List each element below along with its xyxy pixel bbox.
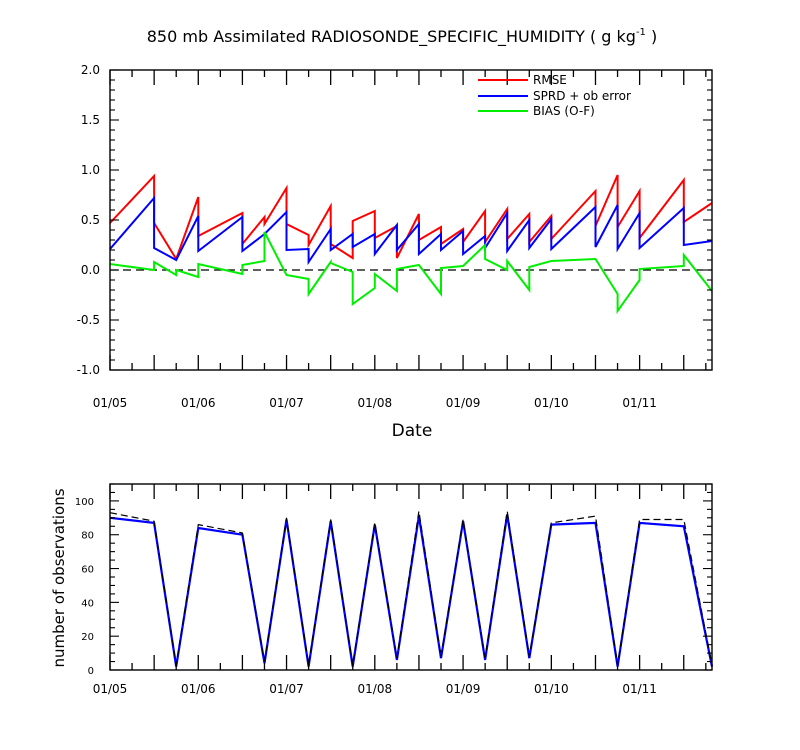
bottom-x-tick-labels: 01/05 01/06 01/07 01/08 01/09 01/10 01/11 xyxy=(93,682,657,696)
bottom-y-tick-label: 80 xyxy=(81,531,94,542)
bottom-y-tick-label: 0 xyxy=(88,666,94,677)
title-main: 850 mb Assimilated RADIOSONDE_SPECIFIC_H… xyxy=(147,27,636,47)
bottom-x-tick-label: 01/07 xyxy=(269,682,304,696)
bottom-x-tick-label: 01/09 xyxy=(446,682,481,696)
top-x-tick-label: 01/09 xyxy=(446,396,481,410)
bottom-series xyxy=(109,511,714,667)
top-y-tick-label: 0.0 xyxy=(81,263,100,277)
top-y-tick-label: 0.5 xyxy=(81,213,100,227)
rmse-line xyxy=(109,173,713,262)
top-y-tick-label: -0.5 xyxy=(77,313,100,327)
top-x-tick-label: 01/05 xyxy=(93,396,128,410)
legend-sprd-label: SPRD + ob error xyxy=(533,89,631,103)
bottom-y-tick-label: 40 xyxy=(81,598,94,609)
top-x-tick-label: 01/11 xyxy=(622,396,657,410)
top-plot-frame xyxy=(109,69,713,371)
top-x-tick-label: 01/10 xyxy=(534,396,569,410)
chart-title: 850 mb Assimilated RADIOSONDE_SPECIFIC_H… xyxy=(147,27,658,47)
top-x-tick-label: 01/06 xyxy=(181,396,216,410)
bottom-x-tick-label: 01/11 xyxy=(622,682,657,696)
bottom-x-tick-label: 01/05 xyxy=(93,682,128,696)
bottom-x-tick-label: 01/10 xyxy=(534,682,569,696)
top-y-tick-label: 1.0 xyxy=(81,163,100,177)
bias-line xyxy=(109,231,713,315)
obs-assimilated-line xyxy=(109,514,714,667)
bottom-y-tick-label: 20 xyxy=(81,632,94,643)
bottom-y-tick-labels: 0 20 40 60 80 100 xyxy=(75,497,94,677)
top-x-tick-label: 01/08 xyxy=(358,396,393,410)
legend-rmse-label: RMSE xyxy=(533,73,567,87)
top-y-tick-labels: -1.0 -0.5 0.0 0.5 1.0 1.5 2.0 xyxy=(77,63,100,377)
x-axis-label: Date xyxy=(392,421,433,441)
top-x-tick-label: 01/07 xyxy=(269,396,304,410)
top-y-tick-label: -1.0 xyxy=(77,363,100,377)
bottom-y-tick-label: 100 xyxy=(75,497,94,508)
title-superscript: -1 xyxy=(636,27,646,38)
top-y-tick-label: 1.5 xyxy=(81,113,100,127)
bottom-x-tick-label: 01/08 xyxy=(358,682,393,696)
top-x-tick-labels: 01/05 01/06 01/07 01/08 01/09 01/10 01/11 xyxy=(93,396,657,410)
bottom-plot-frame xyxy=(109,483,713,671)
obs-possible-line xyxy=(109,511,713,666)
top-plot: -1.0-0.50.00.51.01.52.0 01/05 01/06 01/07 0… xyxy=(77,63,713,441)
y-axis-label: number of observations xyxy=(50,488,68,667)
title-close: ) xyxy=(646,27,657,46)
sprd-line xyxy=(109,195,713,266)
bottom-y-tick-label: 60 xyxy=(81,565,94,576)
top-y-tick-label: 2.0 xyxy=(81,63,100,77)
legend-bias-label: BIAS (O-F) xyxy=(533,104,595,118)
top-series xyxy=(109,173,713,315)
bottom-x-tick-label: 01/06 xyxy=(181,682,216,696)
bottom-ticks xyxy=(109,483,712,671)
